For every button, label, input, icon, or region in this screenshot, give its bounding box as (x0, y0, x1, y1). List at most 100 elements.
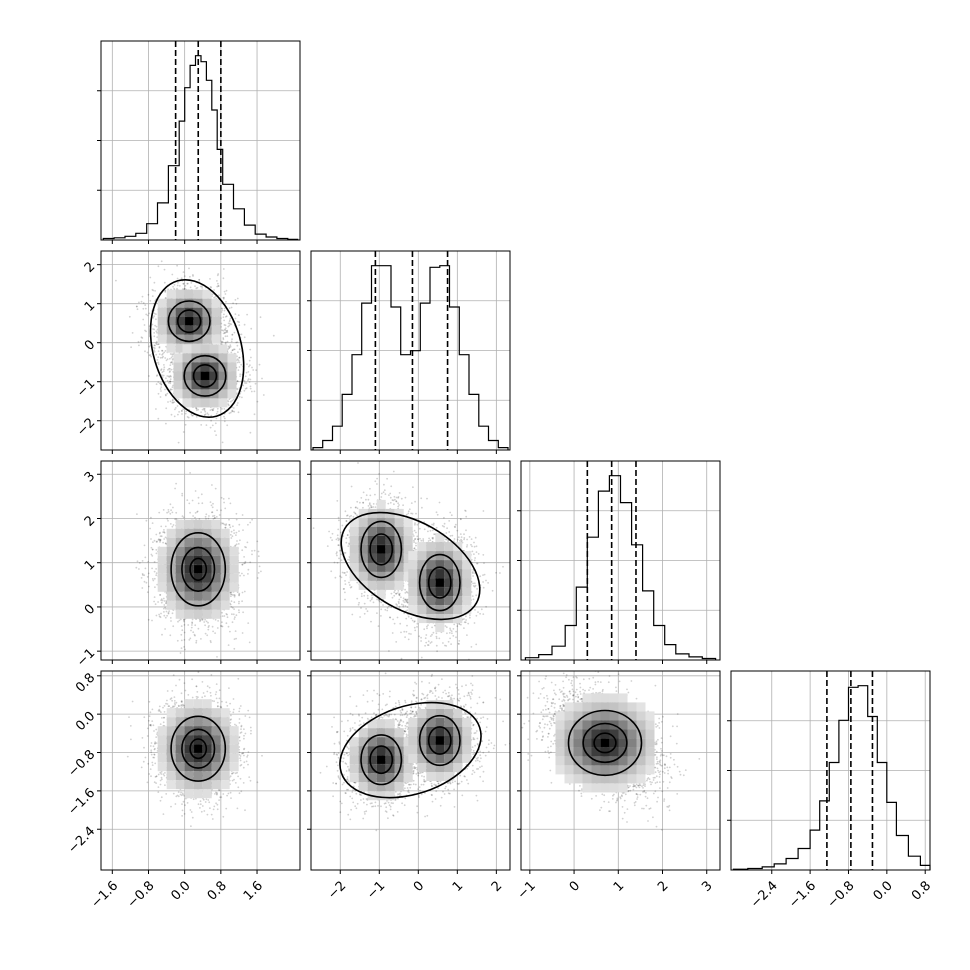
sample-point (160, 386, 163, 388)
sample-point (211, 484, 213, 486)
sample-point (209, 286, 212, 288)
histogram-panel-2 (517, 460, 721, 664)
sample-point (221, 309, 224, 312)
sample-point (138, 301, 140, 304)
density-cell (218, 344, 228, 354)
sample-point (203, 409, 206, 412)
sample-point (220, 307, 223, 310)
sample-point (156, 343, 158, 346)
sample-point (155, 383, 158, 386)
sample-point (241, 632, 244, 634)
sample-point (201, 287, 204, 289)
density-cell (193, 325, 203, 335)
density-cell (200, 353, 210, 363)
sample-point (243, 380, 246, 382)
sample-point (188, 267, 190, 270)
histogram-frame (730, 670, 931, 871)
sample-point (229, 319, 231, 321)
sample-point (221, 611, 223, 614)
sample-point (207, 628, 210, 631)
sample-point (223, 408, 226, 410)
sample-point (148, 312, 151, 315)
sample-point (146, 314, 149, 317)
sample-point (224, 327, 227, 330)
sample-point (216, 410, 219, 413)
sample-point (191, 414, 194, 417)
sample-point (234, 299, 237, 301)
sample-point (244, 382, 246, 384)
sample-point (227, 348, 229, 351)
sample-point (245, 371, 248, 374)
sample-point (182, 282, 185, 285)
sample-point (247, 379, 249, 382)
sample-point (159, 541, 161, 543)
sample-point (153, 335, 156, 338)
sample-point (208, 515, 210, 517)
density-cell (166, 316, 176, 326)
sample-point (237, 351, 239, 354)
sample-point (236, 392, 238, 395)
sample-point (167, 375, 170, 378)
sample-point (162, 597, 165, 600)
sample-point (180, 639, 183, 642)
sample-point (141, 337, 144, 339)
sample-point (213, 517, 216, 519)
sample-point (163, 281, 166, 284)
sample-point (164, 357, 167, 359)
density-cell (200, 362, 210, 372)
sample-point (237, 314, 240, 317)
sample-point (169, 378, 172, 381)
density-cell (193, 289, 203, 299)
sample-point (238, 530, 240, 532)
sample-point (161, 376, 164, 379)
sample-point (147, 618, 150, 621)
sample-point (153, 312, 156, 315)
sample-point (205, 620, 208, 623)
sample-point (158, 382, 161, 385)
density-cell (157, 307, 167, 317)
sample-point (233, 618, 236, 620)
sample-point (184, 284, 187, 287)
sample-point (233, 348, 236, 351)
sample-point (157, 539, 160, 541)
density-cell (193, 316, 203, 326)
sample-point (214, 430, 216, 432)
sample-point (214, 422, 217, 425)
sample-point (241, 563, 244, 566)
sample-point (171, 386, 174, 389)
sample-point (155, 313, 157, 315)
sample-point (195, 639, 198, 642)
sample-point (153, 349, 156, 351)
sample-point (201, 619, 204, 621)
sample-point (169, 357, 171, 360)
sample-point (258, 363, 261, 366)
sample-point (172, 506, 174, 509)
sample-point (238, 611, 241, 614)
sample-point (243, 323, 246, 326)
sample-point (155, 533, 158, 536)
sample-point (160, 383, 163, 386)
sample-point (200, 411, 203, 414)
sample-point (155, 574, 158, 577)
sample-point (246, 363, 248, 366)
sample-point (180, 277, 183, 280)
sample-point (225, 622, 228, 625)
sample-point (222, 297, 225, 300)
density-cell (175, 316, 185, 326)
sample-point (200, 424, 203, 426)
sample-point (229, 344, 232, 346)
sample-point (181, 288, 184, 290)
sample-point (177, 398, 180, 401)
sample-point (154, 290, 157, 292)
density-cell (182, 353, 192, 363)
sample-point (144, 556, 147, 559)
sample-point (152, 346, 155, 349)
sample-point (209, 278, 211, 280)
sample-point (150, 546, 153, 549)
sample-point (215, 434, 218, 436)
sample-point (168, 371, 171, 373)
sample-point (236, 320, 239, 323)
sample-point (232, 613, 235, 616)
sample-point (223, 420, 226, 423)
density-cell (175, 289, 185, 299)
